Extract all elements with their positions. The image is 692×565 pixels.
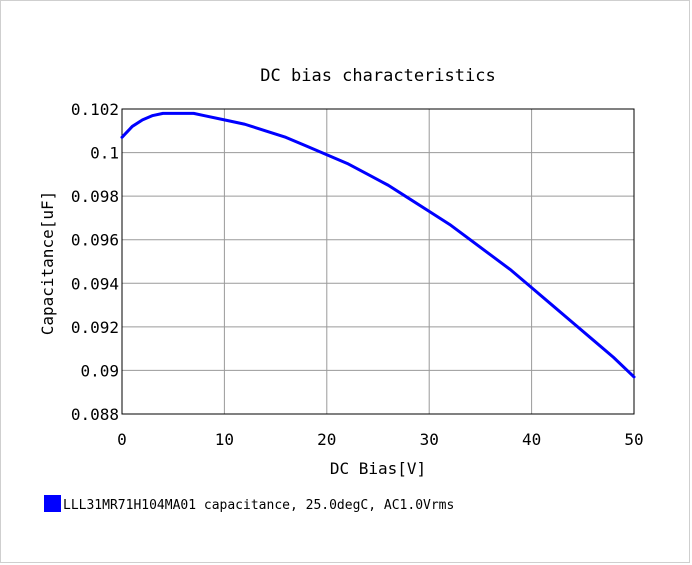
y-tick-label-6: 0.1 [90,144,119,163]
y-tick-label-7: 0.102 [71,100,119,119]
y-tick-labels: 0.088 0.09 0.092 0.094 0.096 0.098 0.1 0.102 [71,100,119,424]
legend-swatch [44,495,61,512]
y-tick-label-3: 0.094 [71,274,119,293]
x-tick-label-5: 50 [624,430,643,449]
chart-title: DC bias characteristics [260,66,495,86]
legend-label: LLL31MR71H104MA01 capacitance, 25.0degC,… [63,498,454,513]
y-tick-label-5: 0.098 [71,187,119,206]
plot-area [121,108,635,415]
series-group [120,111,636,379]
x-tick-label-2: 20 [317,430,336,449]
y-tick-label-0: 0.088 [71,405,119,424]
y-tick-label-2: 0.092 [71,318,119,337]
legend: LLL31MR71H104MA01 capacitance, 25.0degC,… [44,495,454,513]
x-tick-labels: 0 10 20 30 40 50 [117,430,643,449]
capacitance-series-line [120,111,636,379]
x-tick-label-1: 10 [215,430,234,449]
x-tick-label-3: 30 [420,430,439,449]
y-tick-label-4: 0.096 [71,231,119,250]
x-tick-label-4: 40 [522,430,541,449]
y-tick-label-1: 0.09 [80,361,119,380]
x-axis-label: DC Bias[V] [330,459,426,478]
y-axis-label: Capacitance[uF] [38,191,57,336]
x-tick-label-0: 0 [117,430,127,449]
grid [122,109,634,414]
